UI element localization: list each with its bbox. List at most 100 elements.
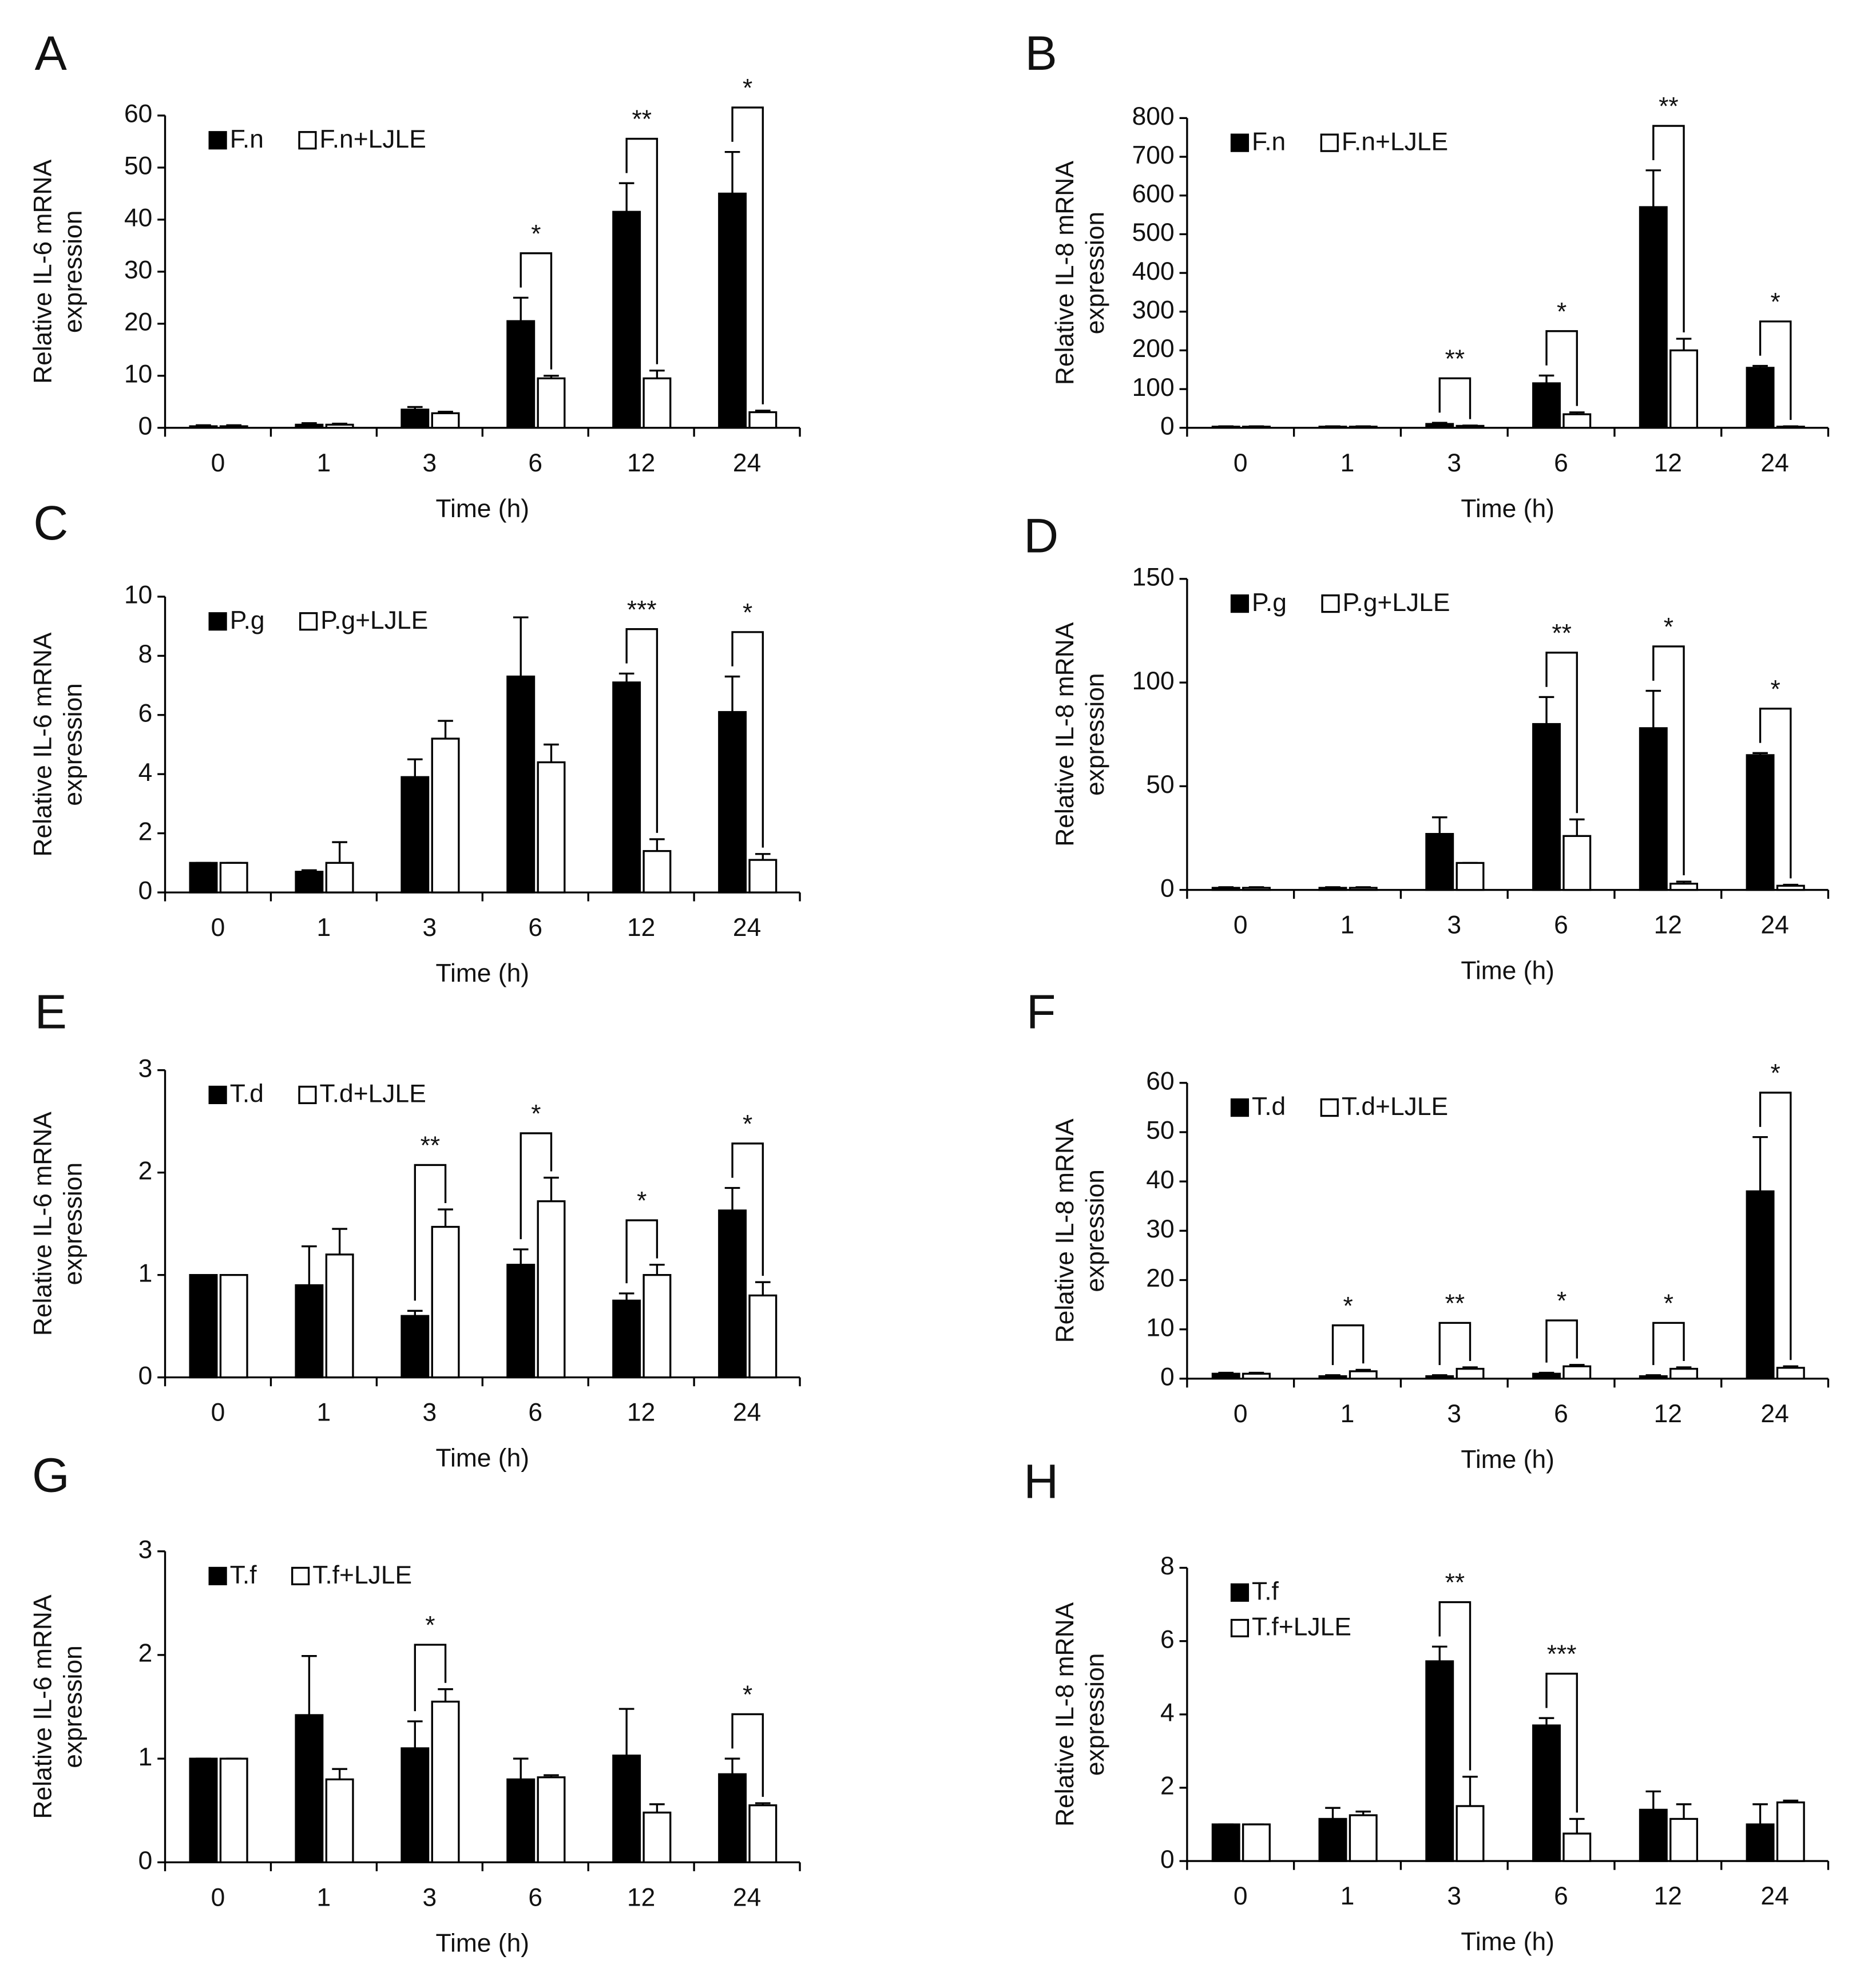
x-tick-label: 1 [317,914,331,942]
significance-label: * [1771,288,1780,316]
x-axis-label: Time (h) [436,959,530,987]
bar [537,1200,566,1379]
bar [1318,1375,1347,1380]
y-tick-label: 600 [1132,180,1175,208]
x-tick-label: 24 [733,1399,761,1427]
x-tick-label: 24 [733,449,761,477]
x-tick-label: 6 [1554,1400,1568,1428]
y-tick-label: 500 [1132,219,1175,247]
legend-swatch [208,1085,227,1105]
bar [1456,862,1485,891]
bar [506,1778,536,1863]
bar [612,211,641,429]
x-tick-label: 0 [1234,1400,1248,1428]
x-tick-label: 3 [1447,1400,1461,1428]
legend-label: T.d [1252,1093,1286,1121]
x-tick-label: 0 [1234,1882,1248,1910]
bar [1456,1367,1485,1380]
significance-label: * [637,1187,647,1215]
x-tick-label: 12 [627,1883,655,1911]
legend-swatch [1230,1583,1250,1602]
panel-letter: G [32,1448,70,1502]
panel-letter: B [1025,26,1057,80]
x-tick-label: 0 [1234,911,1248,939]
x-axis-label: Time (h) [1461,495,1554,523]
significance-bracket [1545,1672,1578,1813]
significance-label: * [1343,1292,1353,1320]
legend-swatch [299,612,318,631]
significance-bracket [414,1644,447,1712]
significance-label: * [531,1100,541,1128]
bar [189,425,218,429]
x-tick-label: 24 [733,1883,761,1911]
bar [748,859,778,894]
bar [718,192,747,429]
y-tick-label: 3 [138,1054,153,1082]
y-axis-label: expression [60,211,88,334]
significance-label: * [1557,297,1566,326]
legend-label: P.g [1252,589,1287,617]
y-tick-label: 50 [124,152,152,180]
y-axis-label: Relative IL-6 mRNA [29,632,57,856]
bar [219,862,248,894]
y-axis-label: Relative IL-8 mRNA [1051,161,1079,385]
bar [1349,887,1378,891]
bar [1669,1367,1699,1380]
bar [1669,1818,1699,1862]
significance-bracket [1545,652,1578,814]
x-tick-label: 0 [211,1883,225,1911]
bar [748,1294,778,1379]
significance-label: * [743,74,752,102]
bar [219,425,248,429]
x-tick-label: 1 [1341,1400,1355,1428]
bar [1318,426,1347,429]
y-tick-label: 6 [1160,1625,1175,1653]
bar [1349,1370,1378,1380]
y-axis-label: expression [60,1645,88,1768]
bar [1776,426,1805,429]
bar [1425,833,1454,891]
y-tick-label: 8 [138,640,153,668]
bar [1318,887,1347,891]
bar [748,1804,778,1863]
x-tick-label: 3 [1447,1882,1461,1910]
bar [189,862,218,894]
legend-label: T.d+LJLE [320,1080,426,1108]
bar [1425,423,1454,429]
legend-swatch [208,1566,227,1586]
significance-label: ** [1659,93,1679,121]
bar [1639,206,1668,429]
bar [1318,1818,1347,1862]
bar [325,423,354,429]
x-tick-label: 0 [1234,449,1248,477]
bar [1211,1823,1240,1862]
significance-label: * [1664,1289,1673,1318]
x-tick-label: 12 [627,914,655,942]
bar [295,1284,324,1379]
y-tick-label: 30 [1146,1215,1174,1243]
bar [431,1225,460,1379]
bar [1211,887,1240,891]
y-axis-label: Relative IL-8 mRNA [1051,1602,1079,1826]
bar [1532,1724,1561,1862]
x-tick-label: 3 [422,914,437,942]
y-tick-label: 800 [1132,102,1175,130]
significance-label: *** [627,596,657,624]
legend-label: F.n [1252,128,1286,156]
bar [1456,1805,1485,1862]
y-tick-label: 40 [1146,1166,1174,1194]
x-tick-label: 1 [317,1399,331,1427]
x-tick-label: 3 [1447,911,1461,939]
y-axis-label: expression [1081,1653,1109,1776]
x-tick-label: 12 [627,449,655,477]
y-tick-label: 0 [138,412,153,441]
significance-label: ** [632,105,652,133]
bar [325,862,354,894]
y-tick-label: 100 [1132,667,1175,695]
bar [718,711,747,894]
x-tick-label: 1 [317,449,331,477]
significance-label: * [1771,1060,1780,1088]
x-tick-label: 6 [1554,1882,1568,1910]
x-tick-label: 12 [1654,1882,1682,1910]
